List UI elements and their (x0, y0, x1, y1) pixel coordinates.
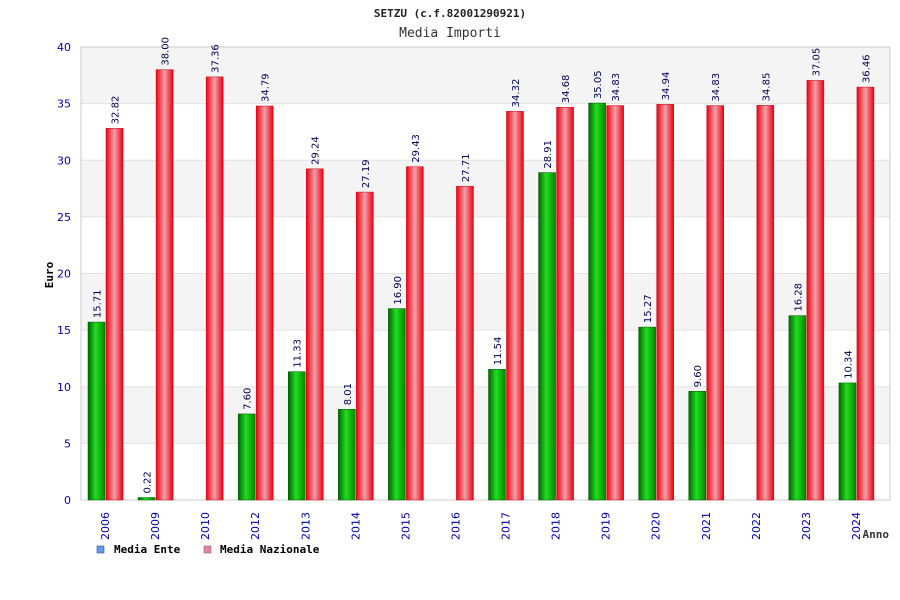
data-label: 0.22 (143, 471, 154, 493)
y-tick-label: 0 (64, 494, 71, 507)
y-axis-ticks: 0 5 10 15 20 25 30 35 40 (57, 41, 71, 507)
bar-media-ente (688, 391, 706, 501)
bar-media-nazionale (506, 111, 524, 501)
data-label: 37.36 (211, 44, 222, 73)
data-label: 35.05 (593, 70, 604, 99)
data-label: 34.83 (711, 73, 722, 102)
y-tick-label: 20 (57, 268, 71, 281)
plot-area (80, 46, 891, 501)
x-tick-label: 2018 (550, 512, 563, 540)
bar-media-nazionale (556, 106, 574, 501)
y-axis-label: Euro (43, 261, 56, 288)
bar-media-nazionale (255, 105, 274, 501)
x-tick-label: 2024 (850, 512, 863, 540)
y-tick-label: 40 (57, 41, 71, 54)
x-axis-label: Anno (863, 528, 890, 541)
x-tick-label: 2010 (199, 512, 212, 540)
bar-media-nazionale (856, 86, 875, 501)
data-label: 15.71 (93, 289, 104, 318)
data-label: 11.54 (493, 337, 504, 366)
data-label: 9.60 (693, 365, 704, 387)
bar-media-ente (488, 369, 506, 501)
bar-media-nazionale (105, 128, 124, 501)
x-tick-label: 2014 (349, 512, 362, 540)
bar-media-ente (838, 382, 857, 501)
data-label: 28.91 (543, 140, 554, 169)
bar-media-ente (538, 172, 556, 501)
data-label: 29.43 (411, 134, 422, 163)
data-label: 7.60 (243, 388, 254, 410)
x-tick-label: 2015 (399, 512, 412, 540)
y-tick-label: 15 (57, 324, 71, 337)
y-tick-label: 35 (57, 98, 71, 111)
x-tick-label: 2020 (650, 512, 663, 540)
data-label: 11.33 (293, 339, 304, 368)
bar-media-nazionale (606, 105, 624, 501)
legend: Media Ente Media Nazionale (96, 543, 320, 556)
data-label: 10.34 (843, 350, 854, 379)
x-tick-label: 2012 (249, 512, 262, 540)
x-axis-ticks: 2006 2009 2010 2012 2013 2014 2015 2016 2017 2018… (99, 512, 863, 540)
bar-media-ente (137, 497, 156, 501)
bar-media-nazionale (155, 69, 174, 501)
legend-label-media-ente: Media Ente (114, 543, 181, 556)
x-tick-label: 2022 (750, 512, 763, 540)
bar-media-nazionale (306, 168, 324, 501)
data-label: 32.82 (111, 96, 122, 125)
bar-media-nazionale (656, 104, 674, 501)
bar-media-nazionale (456, 185, 474, 501)
x-tick-label: 2019 (600, 512, 613, 540)
data-label: 34.68 (561, 75, 572, 104)
legend-swatch-media-nazionale (203, 545, 212, 554)
y-tick-label: 30 (57, 154, 71, 167)
x-tick-label: 2023 (800, 512, 813, 540)
legend-label-media-nazionale: Media Nazionale (220, 543, 320, 556)
data-label: 37.05 (811, 48, 822, 77)
bar-media-nazionale (706, 105, 724, 501)
data-label: 38.00 (161, 37, 172, 66)
bar-media-ente (338, 409, 356, 501)
bar-media-nazionale (356, 191, 374, 501)
legend-swatch-media-ente (96, 545, 105, 554)
bar-media-nazionale (756, 105, 775, 501)
bar-media-ente (87, 321, 106, 501)
bar-media-nazionale (406, 166, 424, 501)
data-label: 8.01 (343, 383, 354, 405)
bar-media-ente (788, 315, 807, 501)
bar-media-ente (638, 326, 656, 501)
chart-title: SETZU (c.f.82001290921) (374, 7, 526, 20)
bars (87, 69, 875, 501)
bar-media-ente (237, 413, 256, 501)
data-label: 16.28 (793, 283, 804, 312)
plot-border (80, 46, 891, 501)
data-label: 16.90 (393, 276, 404, 305)
y-tick-label: 10 (57, 381, 71, 394)
x-tick-label: 2017 (500, 512, 513, 540)
y-tick-label: 25 (57, 211, 71, 224)
x-tick-label: 2009 (149, 512, 162, 540)
data-label: 34.85 (761, 73, 772, 102)
y-tick-label: 5 (64, 437, 71, 450)
data-label: 34.32 (511, 79, 522, 108)
x-tick-label: 2013 (299, 512, 312, 540)
data-label: 27.19 (361, 159, 372, 188)
x-tick-label: 2021 (700, 512, 713, 540)
bar-media-ente (588, 102, 606, 501)
data-labels: 15.71 32.82 0.22 38.00 37.36 7.60 34.79 11.33 29… (93, 37, 873, 493)
data-label: 29.24 (311, 136, 322, 165)
data-label: 27.71 (461, 154, 472, 183)
data-label: 34.94 (661, 72, 672, 101)
data-label: 34.79 (261, 73, 272, 102)
data-label: 15.27 (643, 294, 654, 323)
bar-media-nazionale (205, 76, 224, 501)
chart-subtitle: Media Importi (399, 26, 501, 41)
bar-media-nazionale (806, 80, 825, 501)
x-tick-label: 2016 (449, 512, 462, 540)
x-tick-label: 2006 (99, 512, 112, 540)
bar-media-ente (288, 371, 306, 501)
data-label: 34.83 (611, 73, 622, 102)
bar-media-ente (388, 308, 406, 501)
data-label: 36.46 (861, 54, 872, 83)
